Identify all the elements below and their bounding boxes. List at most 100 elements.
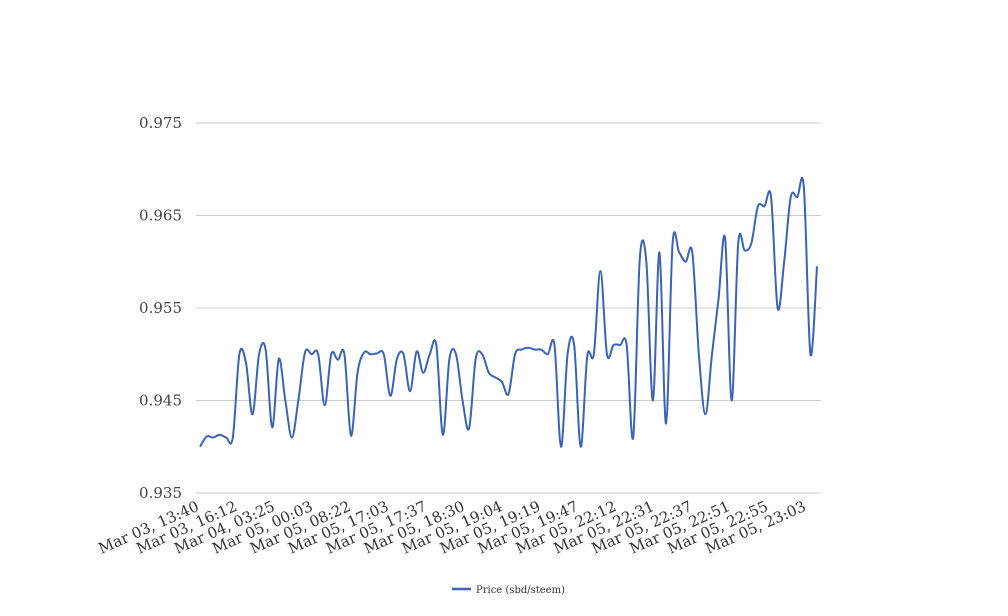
data-point xyxy=(572,343,576,347)
data-point xyxy=(579,445,583,449)
data-point xyxy=(283,399,287,403)
data-point xyxy=(612,343,616,347)
data-point xyxy=(329,352,333,356)
data-point xyxy=(467,426,471,430)
data-point xyxy=(480,352,484,356)
data-point xyxy=(211,436,215,440)
data-point xyxy=(257,352,261,356)
data-point xyxy=(296,398,300,402)
data-point xyxy=(382,352,386,356)
data-point xyxy=(454,352,458,356)
data-point xyxy=(487,371,491,375)
data-point xyxy=(415,349,419,353)
data-point xyxy=(342,352,346,356)
y-tick-label: 0.975 xyxy=(139,114,182,132)
data-point xyxy=(592,352,596,356)
data-point xyxy=(349,434,353,438)
data-point xyxy=(756,204,760,208)
data-point xyxy=(631,436,635,440)
data-point xyxy=(500,380,504,384)
data-point xyxy=(251,412,255,416)
data-point xyxy=(605,352,609,356)
data-point xyxy=(231,436,235,440)
data-point xyxy=(717,297,721,301)
data-point xyxy=(270,425,274,429)
data-point xyxy=(428,352,432,356)
gridlines xyxy=(196,122,821,494)
data-point xyxy=(539,348,543,352)
data-point xyxy=(598,269,602,273)
data-point xyxy=(690,251,694,255)
data-point xyxy=(664,422,668,426)
data-point xyxy=(526,346,530,350)
data-point xyxy=(795,195,799,199)
data-point xyxy=(776,306,780,310)
data-point xyxy=(808,352,812,356)
data-point xyxy=(362,350,366,354)
data-point xyxy=(507,392,511,396)
data-point xyxy=(618,343,622,347)
legend-label: Price (sbd/steem) xyxy=(476,585,565,596)
data-point xyxy=(743,249,747,253)
data-point xyxy=(303,350,307,354)
data-point xyxy=(434,343,438,347)
data-point xyxy=(520,348,524,352)
data-point xyxy=(723,237,727,241)
data-point xyxy=(421,371,425,375)
data-point xyxy=(224,436,228,440)
data-point xyxy=(782,260,786,264)
data-point xyxy=(369,352,373,356)
data-point xyxy=(684,260,688,264)
data-point xyxy=(375,351,379,355)
data-point xyxy=(789,195,793,199)
data-point xyxy=(566,352,570,356)
y-tick-label: 0.945 xyxy=(139,392,182,410)
data-point xyxy=(677,251,681,255)
data-point xyxy=(749,241,753,245)
data-point xyxy=(237,352,241,356)
data-point xyxy=(815,264,819,268)
data-point xyxy=(336,358,340,362)
data-point xyxy=(762,204,766,208)
y-tick-label: 0.955 xyxy=(139,299,182,317)
data-point xyxy=(290,436,294,440)
data-point xyxy=(657,251,661,255)
data-point xyxy=(388,394,392,398)
data-point xyxy=(395,357,399,361)
data-point xyxy=(513,352,517,356)
legend: Price (sbd/steem) xyxy=(452,585,565,596)
data-point xyxy=(493,375,497,379)
data-point xyxy=(474,357,478,361)
data-point xyxy=(205,435,209,439)
data-point xyxy=(316,352,320,356)
data-point xyxy=(703,412,707,416)
data-point xyxy=(802,186,806,190)
data-point xyxy=(461,399,465,403)
data-point xyxy=(736,241,740,245)
y-tick-label: 0.935 xyxy=(139,484,182,502)
y-axis-ticks: 0.935 0.945 0.955 0.965 0.975 xyxy=(139,114,182,502)
data-point xyxy=(638,257,642,261)
data-point xyxy=(441,433,445,437)
data-point xyxy=(559,445,563,449)
data-point xyxy=(408,389,412,393)
data-point xyxy=(277,357,281,361)
data-point xyxy=(401,352,405,356)
data-point xyxy=(697,352,701,356)
data-point xyxy=(651,399,655,403)
data-point xyxy=(671,241,675,245)
data-point xyxy=(218,433,222,437)
data-point xyxy=(244,361,248,365)
series-line xyxy=(199,176,818,448)
data-point xyxy=(546,352,550,356)
data-point xyxy=(730,399,734,403)
data-point xyxy=(356,371,360,375)
data-point xyxy=(710,352,714,356)
data-point xyxy=(769,195,773,199)
data-point xyxy=(552,343,556,347)
data-point xyxy=(198,445,202,449)
data-point xyxy=(625,343,629,347)
series-layer xyxy=(198,176,819,449)
data-point xyxy=(644,260,648,264)
